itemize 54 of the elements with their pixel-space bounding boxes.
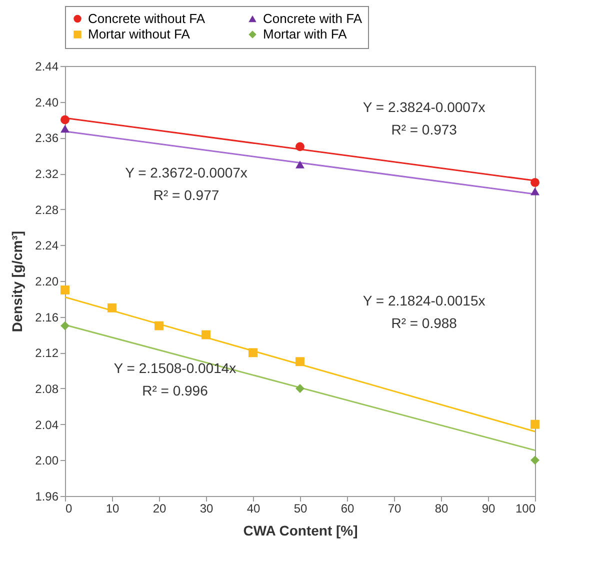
y-tick-label: 2.40 bbox=[35, 95, 59, 110]
legend-label: Concrete without FA bbox=[88, 10, 206, 26]
point bbox=[530, 178, 540, 187]
x-tick-label: 70 bbox=[388, 502, 402, 516]
point bbox=[296, 384, 304, 393]
point bbox=[60, 115, 70, 124]
y-tick-label: 2.08 bbox=[35, 382, 59, 396]
annotation: R² = 0.977 bbox=[153, 186, 220, 203]
point bbox=[530, 420, 540, 429]
point bbox=[296, 357, 304, 366]
x-tick-label: 20 bbox=[152, 502, 166, 516]
x-tick-label: 50 bbox=[294, 502, 308, 516]
annotation: R² = 0.996 bbox=[142, 382, 208, 399]
x-tick-label: 100 bbox=[515, 502, 536, 516]
y-axis-title: Density [g/cm³] bbox=[9, 230, 26, 332]
point bbox=[108, 303, 116, 312]
point bbox=[60, 124, 70, 133]
point bbox=[60, 321, 70, 330]
y-tick-label: 2.20 bbox=[35, 274, 59, 288]
x-tick-label: 0 bbox=[66, 502, 72, 516]
y-tick-label: 1.96 bbox=[35, 490, 59, 504]
y-tick-label: 2.24 bbox=[35, 238, 59, 253]
annotation: R² = 0.988 bbox=[391, 315, 458, 331]
annotation: R² = 0.973 bbox=[391, 122, 458, 138]
annotation: Y = 2.3824-0.0007x bbox=[362, 99, 486, 116]
annotation: Y = 2.3672-0.0007x bbox=[125, 164, 248, 180]
legend-label: Mortar without FA bbox=[88, 26, 190, 42]
x-tick-label: 30 bbox=[200, 502, 214, 516]
y-tick-label: 2.36 bbox=[35, 131, 59, 146]
point bbox=[60, 285, 70, 294]
y-tick-label: 2.16 bbox=[35, 310, 59, 324]
x-tick-label: 10 bbox=[106, 502, 120, 516]
point bbox=[248, 348, 258, 358]
legend-label: Concrete with FA bbox=[263, 10, 362, 26]
y-tick-label: 2.04 bbox=[35, 418, 59, 432]
x-tick-label: 80 bbox=[434, 502, 448, 516]
y-tick-label: 2.32 bbox=[35, 167, 59, 181]
y-tick-label: 2.12 bbox=[35, 346, 59, 360]
y-tick-label: 2.44 bbox=[35, 60, 59, 74]
legend-label: Mortar with FA bbox=[263, 26, 348, 42]
point bbox=[154, 321, 164, 330]
annotation: Y = 2.1824-0.0015x bbox=[362, 292, 486, 309]
point bbox=[530, 188, 540, 196]
y-tick-label: 2.00 bbox=[35, 454, 59, 468]
y-tick-label: 2.28 bbox=[35, 202, 59, 217]
x-tick-label: 90 bbox=[482, 502, 496, 516]
x-tick-label: 40 bbox=[246, 502, 260, 516]
x-axis-title: CWA Content [%] bbox=[243, 522, 358, 538]
x-tick-label: 60 bbox=[340, 502, 354, 516]
point bbox=[202, 330, 210, 340]
point bbox=[296, 142, 304, 152]
annotation: Y = 2.1508-0.0014x bbox=[114, 360, 236, 376]
point bbox=[530, 456, 540, 465]
point bbox=[296, 160, 304, 168]
